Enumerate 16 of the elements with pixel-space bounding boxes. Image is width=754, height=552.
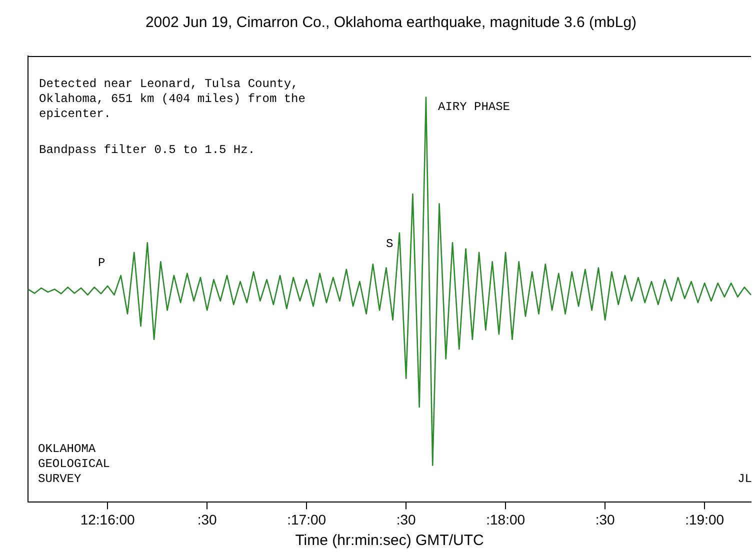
annotation: P <box>98 256 106 271</box>
x-tick-label: :19:00 <box>685 511 724 528</box>
annotation: JL <box>738 472 752 487</box>
annotation: Bandpass filter 0.5 to 1.5 Hz. <box>39 143 256 158</box>
x-tick-label: :30 <box>595 511 616 528</box>
annotation: AIRY PHASE <box>438 100 510 115</box>
x-tick-label: :17:00 <box>287 511 326 528</box>
annotation: S <box>386 237 394 252</box>
annotation: Detected near Leonard, Tulsa County, Oklahoma, 651 km (404 miles) from the epicenter. <box>39 77 306 122</box>
x-tick-label: :18:00 <box>486 511 526 528</box>
annotation: OKLAHOMA GEOLOGICAL SURVEY <box>38 442 110 487</box>
x-tick-label: 12:16:00 <box>80 511 136 528</box>
x-tick-label: :30 <box>197 511 218 528</box>
chart-title: 2002 Jun 19, Cimarron Co., Oklahoma earthquake, magnitude 3.6 (mbLg) <box>145 14 637 32</box>
x-axis-title: Time (hr:min:sec) GMT/UTC <box>295 532 484 550</box>
x-tick-label: :30 <box>396 511 416 528</box>
